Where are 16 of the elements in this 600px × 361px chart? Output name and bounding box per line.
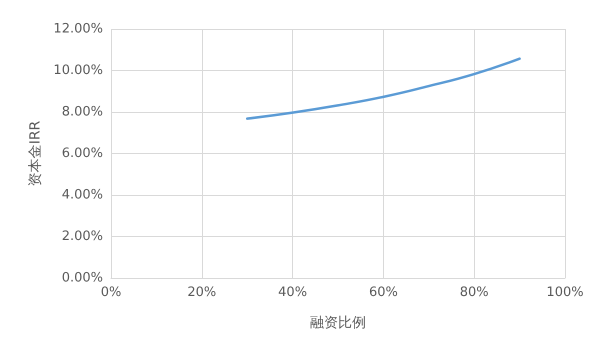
line-series: [246, 57, 521, 120]
x-tick-label: 20%: [187, 285, 216, 300]
x-tick-label: 0%: [100, 285, 122, 300]
y-tick-label: 8.00%: [62, 104, 103, 120]
y-tick-label: 0.00%: [62, 270, 103, 286]
x-tick-label: 40%: [278, 285, 308, 300]
y-tick-label: 12.00%: [53, 22, 103, 36]
x-tick-label: 80%: [460, 285, 489, 300]
x-tick-label: 100%: [546, 285, 584, 300]
y-tick-label: 2.00%: [62, 229, 103, 244]
x-axis-title: 融资比例: [310, 315, 366, 331]
y-tick-label: 6.00%: [62, 146, 103, 161]
y-tick-label: 4.00%: [62, 188, 103, 202]
x-tick-label: 60%: [368, 285, 398, 300]
y-tick-label: 10.00%: [53, 63, 103, 78]
y-axis-title: 资本金IRR: [28, 120, 44, 186]
